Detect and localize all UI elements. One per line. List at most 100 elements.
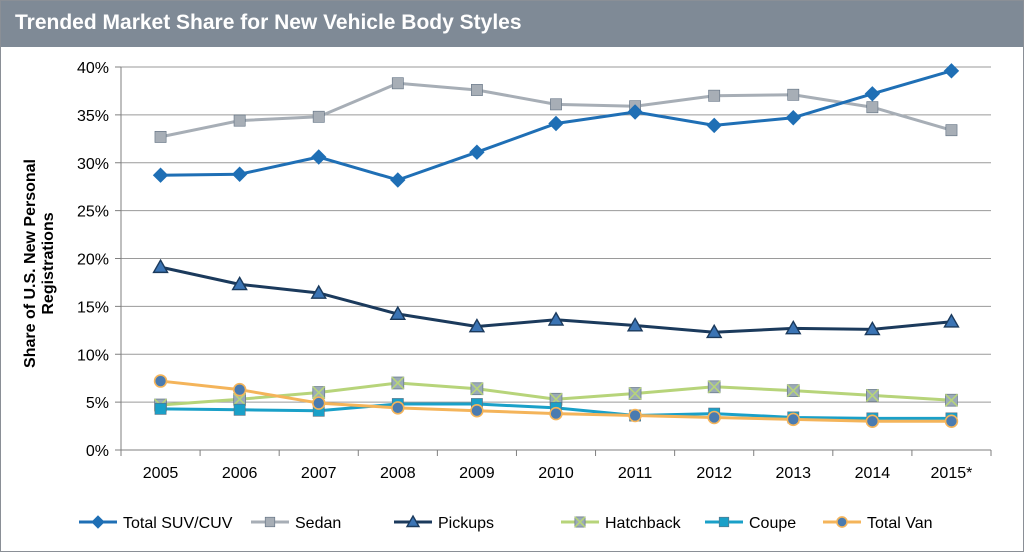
- y-tick-label: 30%: [77, 156, 109, 173]
- data-point: [391, 77, 404, 90]
- y-tick-label: 20%: [77, 252, 109, 269]
- data-point-cross: [233, 392, 247, 406]
- data-point: [233, 114, 246, 127]
- data-point: [469, 144, 485, 160]
- data-point: [547, 311, 565, 326]
- data-point: [390, 172, 406, 188]
- data-point: [231, 166, 248, 182]
- data-point: [865, 414, 880, 429]
- x-tick-label: 2015*: [931, 465, 973, 482]
- data-point: [864, 86, 881, 102]
- x-tick-label: 2012: [696, 465, 732, 482]
- data-point: [264, 516, 276, 528]
- axes: [115, 66, 992, 456]
- data-point: [718, 516, 730, 528]
- data-point: [154, 402, 167, 415]
- data-point: [786, 412, 801, 427]
- data-point: [231, 275, 248, 291]
- legend: Total SUV/CUV Sedan Pickups Hatchback Coupe T…: [79, 514, 933, 532]
- x-tick-label: 2007: [301, 465, 337, 482]
- y-tick-label: 10%: [77, 347, 109, 364]
- legend-item: Total SUV/CUV: [79, 515, 233, 532]
- y-axis-label-line: Registrations: [40, 212, 57, 314]
- data-point: [864, 320, 881, 336]
- data-point: [943, 63, 960, 79]
- data-point: [707, 410, 721, 425]
- legend-label: Total Van: [867, 515, 933, 532]
- x-tick-labels: 2005 2006 2007 2008 2009 2010 2011 2012 2013 2014…: [143, 465, 973, 482]
- x-tick-label: 2011: [618, 465, 653, 482]
- x-tick-label: 2014: [855, 465, 891, 482]
- legend-item: Hatchback: [561, 515, 682, 532]
- data-point: [944, 414, 959, 429]
- series-sedan: [154, 77, 958, 143]
- data-point: [311, 149, 327, 165]
- x-tick-label: 2013: [775, 465, 811, 482]
- data-point: [548, 115, 564, 132]
- data-point: [787, 88, 800, 101]
- data-point: [708, 89, 721, 102]
- legend-item: Coupe: [705, 515, 796, 532]
- data-point: [389, 305, 407, 320]
- data-point: [943, 313, 960, 328]
- data-point: [152, 258, 169, 274]
- y-tick-label: 0%: [86, 443, 109, 460]
- legend-label: Total SUV/CUV: [123, 515, 233, 532]
- y-axis-label-line: Share of U.S. New Personal: [22, 159, 39, 368]
- data-point: [836, 516, 848, 528]
- legend-item: Pickups: [394, 514, 494, 532]
- series-group: [152, 63, 960, 429]
- data-point: [391, 401, 405, 415]
- data-point: [154, 130, 167, 143]
- series-pickups: [152, 258, 960, 339]
- y-tick-label: 35%: [77, 108, 109, 125]
- y-tick-label: 15%: [77, 299, 109, 316]
- y-axis-label: Share of U.S. New PersonalRegistrations: [22, 159, 57, 368]
- x-tick-label: 2005: [143, 465, 179, 482]
- series-total-suv-cuv: [152, 63, 960, 188]
- data-point-cross: [470, 382, 484, 396]
- data-point: [550, 98, 562, 111]
- data-point: [405, 514, 421, 528]
- x-tick-label: 2008: [380, 465, 416, 482]
- x-tick-label: 2006: [222, 465, 258, 482]
- data-point: [152, 167, 169, 183]
- data-point: [468, 318, 486, 333]
- y-tick-label: 5%: [86, 395, 109, 412]
- legend-item: Total Van: [823, 515, 933, 532]
- x-tick-label: 2009: [459, 465, 495, 482]
- legend-label: Hatchback: [605, 515, 682, 532]
- data-point-cross: [628, 386, 642, 401]
- data-point: [471, 84, 483, 96]
- y-tick-label: 25%: [77, 204, 109, 221]
- data-point: [626, 317, 644, 332]
- x-tick-label: 2010: [538, 465, 574, 482]
- data-point: [470, 403, 484, 418]
- data-point: [705, 323, 723, 339]
- data-point: [866, 101, 879, 114]
- data-point: [785, 110, 801, 126]
- data-point: [91, 515, 105, 529]
- data-point: [785, 319, 802, 335]
- series-total-van: [153, 374, 959, 429]
- chart-title-bar: Trended Market Share for New Vehicle Bod…: [1, 1, 1023, 47]
- legend-label: Pickups: [438, 515, 494, 532]
- data-point: [153, 374, 168, 388]
- data-point: [312, 110, 325, 123]
- data-point-cross: [707, 380, 721, 394]
- data-point: [232, 382, 247, 397]
- y-tick-label: 40%: [77, 60, 109, 77]
- y-tick-labels: 0% 5% 10% 15% 20% 25% 30% 35% 40%: [77, 60, 109, 460]
- data-point-cross: [391, 376, 405, 390]
- data-point: [311, 396, 326, 410]
- data-point: [945, 124, 958, 137]
- data-point: [706, 117, 722, 134]
- data-point-cross: [865, 388, 879, 402]
- data-point: [233, 403, 246, 416]
- data-point: [628, 408, 642, 423]
- data-point-cross: [574, 516, 586, 528]
- legend-item: Sedan: [251, 515, 341, 532]
- data-point-cross: [944, 393, 958, 407]
